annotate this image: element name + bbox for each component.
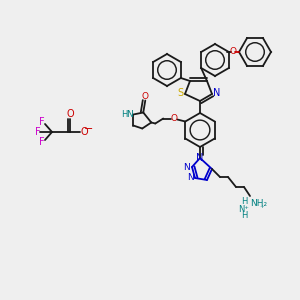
Text: S: S <box>177 88 183 98</box>
Text: N: N <box>126 110 133 119</box>
Text: O: O <box>171 114 178 123</box>
Text: F: F <box>35 127 41 137</box>
Text: F: F <box>39 117 45 127</box>
Text: H: H <box>241 197 247 206</box>
Text: ⁺: ⁺ <box>260 203 264 212</box>
Text: N⁺: N⁺ <box>238 205 249 214</box>
Text: N: N <box>184 163 190 172</box>
Text: F: F <box>39 137 45 147</box>
Text: O: O <box>230 47 236 56</box>
Text: N: N <box>213 88 221 98</box>
Text: O: O <box>66 109 74 119</box>
Text: O: O <box>80 127 88 137</box>
Text: H: H <box>241 212 247 220</box>
Text: −: − <box>84 124 94 134</box>
Text: O: O <box>142 92 149 101</box>
Text: NH₂: NH₂ <box>250 199 267 208</box>
Text: N: N <box>187 172 194 182</box>
Text: N: N <box>196 153 204 163</box>
Text: H: H <box>121 110 127 119</box>
